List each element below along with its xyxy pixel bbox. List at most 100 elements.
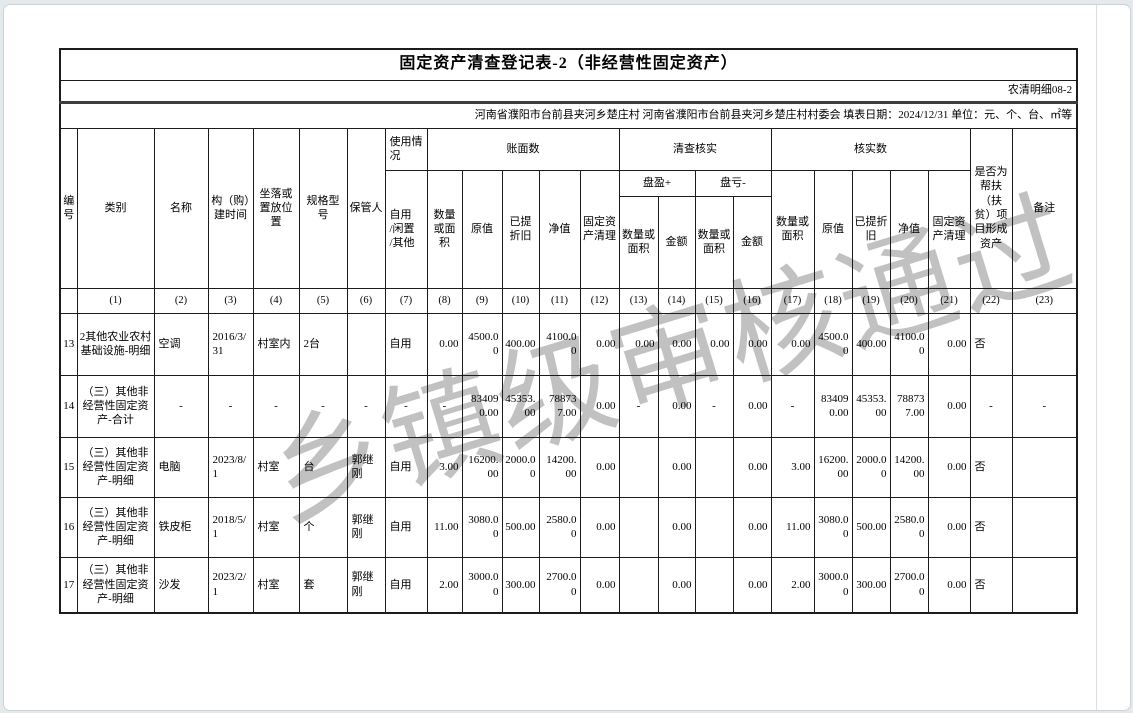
col-header-usage-sub: 自用 /闲置 /其他 [384, 169, 428, 289]
table-cell: 否 [969, 312, 1013, 376]
table-cell: - [153, 374, 209, 438]
table-cell [694, 556, 734, 614]
table-cell: 村室 [252, 556, 300, 614]
col-number-cell: (23) [1011, 287, 1078, 314]
col-number-cell: (3) [207, 287, 254, 314]
col-number-cell: (11) [538, 287, 581, 314]
table-row: 17 （三）其他非经营性固定资产-明细 沙发 2023/2/1 村室套郭继刚 自用 2.00… [59, 556, 1078, 614]
col-header-deficit-qty: 数量或面积 [694, 195, 734, 289]
table-cell: 4500.00 [461, 312, 503, 376]
group-header-deficit: 盘亏- [694, 169, 772, 197]
table-cell: 0.00 [927, 436, 971, 498]
col-header-surplus-amount: 金额 [657, 195, 696, 289]
table-cell: 0.00 [694, 312, 734, 376]
fixed-asset-table: 固定资产清查登记表-2（非经营性固定资产） 农清明细08-2 河南省濮阳市台前县… [59, 48, 1079, 614]
table-cell: 电脑 [153, 436, 209, 498]
table-cell: 0.00 [579, 374, 620, 438]
table-cell: 2018/5/1 [207, 496, 254, 558]
table-cell: 3080.00 [461, 496, 503, 558]
table-cell: 2000.00 [851, 436, 891, 498]
table-cell: 自用 [384, 556, 428, 614]
table-cell: 0.00 [732, 374, 772, 438]
table-cell: 台 [298, 436, 348, 498]
table-cell: - [618, 374, 659, 438]
table-cell: 15 [59, 436, 78, 498]
table-cell: 11.00 [770, 496, 815, 558]
table-cell: （三）其他非经营性固定资产-合计 [76, 374, 155, 438]
table-cell: 17 [59, 556, 78, 614]
col-header-usage: 使用情况 [384, 127, 428, 171]
col-header-poverty: 是否为帮扶（扶贫）项目形成资产 [969, 127, 1013, 289]
col-header-book-net: 净值 [538, 169, 581, 289]
table-cell: 2023/8/1 [207, 436, 254, 498]
col-header-name: 名称 [153, 127, 209, 289]
document-window: 乡镇级审核通过 固定资产清查登记表-2（非经营性固定资产） 农清明细08-2 河… [3, 4, 1131, 711]
table-cell: 0.00 [579, 496, 620, 558]
table-cell: 村室 [252, 496, 300, 558]
col-number-cell: (20) [889, 287, 929, 314]
table-cell: 自用 [384, 436, 428, 498]
col-number-cell: (9) [461, 287, 503, 314]
table-cell: 2台 [298, 312, 348, 376]
table-cell: 3000.00 [461, 556, 503, 614]
table-cell: 0.00 [657, 374, 696, 438]
info-line: 河南省濮阳市台前县夹河乡楚庄村 河南省濮阳市台前县夹河乡楚庄村村委会 填表日期：… [59, 101, 1078, 129]
table-cell [618, 496, 659, 558]
table-cell: 0.00 [579, 312, 620, 376]
table-cell: - [770, 374, 815, 438]
table-cell [618, 436, 659, 498]
form-code: 农清明细08-2 [59, 79, 1078, 104]
table-cell: 400.00 [501, 312, 540, 376]
table-cell: 0.00 [657, 312, 696, 376]
table-cell: 400.00 [851, 312, 891, 376]
table-cell: 0.00 [732, 496, 772, 558]
table-cell: 45353.00 [501, 374, 540, 438]
table-row: 14 （三）其他非经营性固定资产-合计 - - - - - - -834090.00 45353.… [59, 374, 1078, 438]
table-cell [1011, 556, 1078, 614]
col-header-location: 坐落或置放位置 [252, 127, 300, 289]
page-edge-divider [1096, 5, 1097, 710]
col-number-cell: (21) [927, 287, 971, 314]
table-cell: 14 [59, 374, 78, 438]
table-cell: 834090.00 [813, 374, 853, 438]
table-cell [1011, 436, 1078, 498]
table-cell: 个 [298, 496, 348, 558]
group-header-book: 账面数 [426, 127, 620, 171]
table-row: 16 （三）其他非经营性固定资产-明细 铁皮柜 2018/5/1 村室个郭继刚 自用 11.… [59, 496, 1078, 558]
table-cell: 2016/3/31 [207, 312, 254, 376]
col-number-cell: (8) [426, 287, 463, 314]
table-cell: 自用 [384, 496, 428, 558]
table-cell: 0.00 [732, 436, 772, 498]
table-cell: - [1011, 374, 1078, 438]
col-number-cell: (12) [579, 287, 620, 314]
col-header-surplus-qty: 数量或面积 [618, 195, 659, 289]
table-cell: 4500.00 [813, 312, 853, 376]
table-cell: 自用 [384, 312, 428, 376]
col-number-cell: (5) [298, 287, 348, 314]
table-cell: 2700.00 [538, 556, 581, 614]
table-cell: 2.00 [426, 556, 463, 614]
col-header-no: 编号 [59, 127, 78, 289]
table-cell: 2000.00 [501, 436, 540, 498]
table-cell: 11.00 [426, 496, 463, 558]
col-header-book-liquidation: 固定资产清理 [579, 169, 620, 289]
col-number-cell: (15) [694, 287, 734, 314]
table-cell: 16 [59, 496, 78, 558]
document-page: 乡镇级审核通过 固定资产清查登记表-2（非经营性固定资产） 农清明细08-2 河… [4, 5, 1096, 710]
table-cell: 500.00 [501, 496, 540, 558]
table-cell: 0.00 [579, 556, 620, 614]
col-number-cell: (18) [813, 287, 853, 314]
col-number-cell: (2) [153, 287, 209, 314]
table-cell: 2580.00 [889, 496, 929, 558]
col-number-cell: (6) [346, 287, 386, 314]
table-cell: 0.00 [732, 312, 772, 376]
table-cell: 3.00 [426, 436, 463, 498]
table-cell: 0.00 [927, 496, 971, 558]
table-cell: 0.00 [657, 496, 696, 558]
table-cell: 0.00 [770, 312, 815, 376]
col-header-build-time: 构（购）建时间 [207, 127, 254, 289]
col-header-book-orig: 原值 [461, 169, 503, 289]
col-header-checked-qty: 数量或面积 [770, 169, 815, 289]
column-numbers-row: (1) (2) (3) (4) (5) (6) (7) (8) (9) (10) (11) (12)(… [59, 287, 1078, 314]
table-cell: 300.00 [851, 556, 891, 614]
